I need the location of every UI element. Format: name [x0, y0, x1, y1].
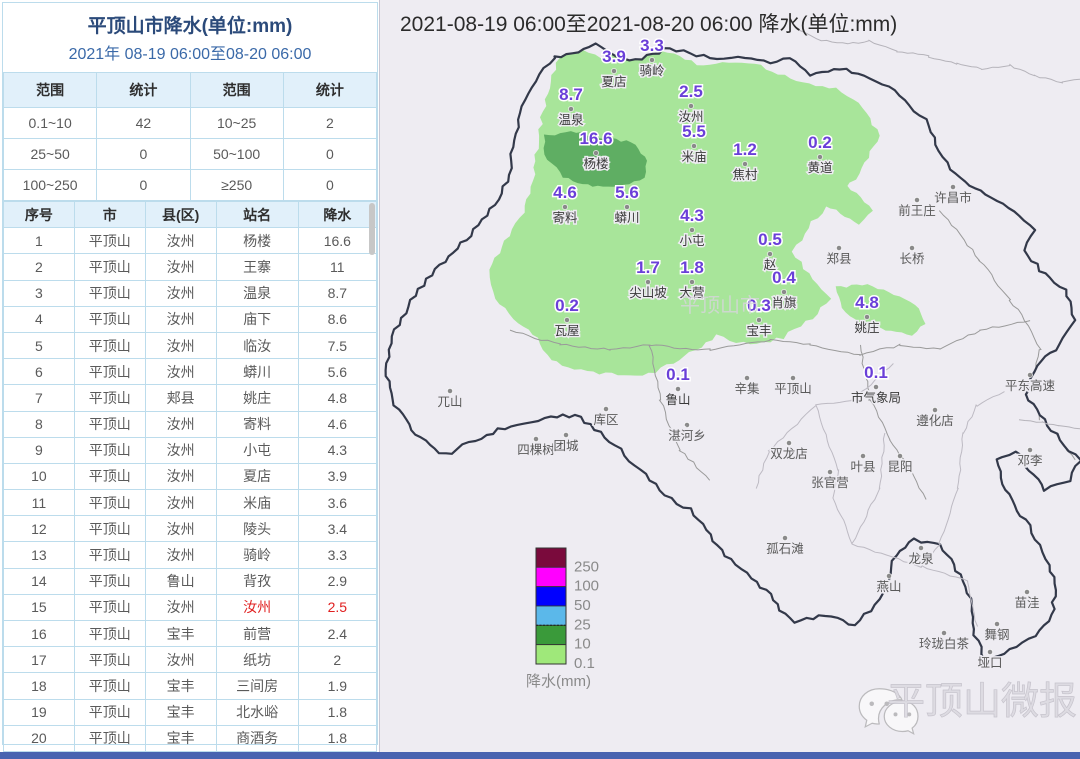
svg-text:垭口: 垭口: [977, 656, 1002, 670]
svg-text:长桥: 长桥: [899, 252, 925, 266]
svg-text:3.9: 3.9: [602, 47, 626, 66]
svg-text:25: 25: [574, 616, 591, 633]
svg-text:0.2: 0.2: [808, 133, 832, 152]
svg-text:黄道: 黄道: [807, 161, 833, 175]
svg-text:降水(mm): 降水(mm): [526, 673, 591, 690]
svg-text:0.4: 0.4: [772, 268, 796, 287]
svg-text:1.2: 1.2: [733, 140, 757, 159]
svg-text:4.8: 4.8: [855, 293, 879, 312]
svg-text:骑岭: 骑岭: [639, 64, 664, 78]
svg-text:50: 50: [574, 597, 591, 614]
svg-text:250: 250: [574, 558, 599, 575]
svg-text:0.1: 0.1: [864, 363, 888, 382]
svg-text:双龙店: 双龙店: [770, 447, 808, 461]
svg-text:辛集: 辛集: [734, 381, 760, 396]
svg-text:寄料: 寄料: [552, 210, 578, 225]
svg-text:夏店: 夏店: [601, 75, 626, 89]
svg-text:米庙: 米庙: [681, 150, 706, 164]
svg-text:平顶山: 平顶山: [774, 382, 812, 396]
svg-text:四棵树: 四棵树: [517, 442, 555, 457]
svg-text:杨楼: 杨楼: [583, 156, 608, 171]
svg-text:前王庄: 前王庄: [898, 203, 936, 218]
svg-text:苗洼: 苗洼: [1014, 596, 1039, 610]
svg-text:1.7: 1.7: [636, 258, 660, 277]
svg-text:2.5: 2.5: [679, 82, 703, 101]
svg-text:小屯: 小屯: [679, 234, 705, 248]
svg-text:10: 10: [574, 636, 591, 653]
svg-text:蟒川: 蟒川: [614, 210, 639, 225]
svg-text:市气象局: 市气象局: [851, 390, 901, 405]
svg-text:库区: 库区: [593, 412, 618, 427]
svg-text:平东高速: 平东高速: [1005, 378, 1056, 393]
svg-text:许昌市: 许昌市: [934, 190, 972, 205]
svg-text:叶县: 叶县: [850, 460, 875, 474]
svg-text:5.6: 5.6: [615, 183, 639, 202]
svg-text:3.3: 3.3: [640, 36, 664, 55]
svg-text:4.3: 4.3: [680, 206, 704, 225]
svg-text:平顶山市: 平顶山市: [680, 294, 760, 317]
svg-text:8.7: 8.7: [559, 85, 583, 104]
svg-text:肖旗: 肖旗: [771, 295, 796, 310]
svg-text:0.1: 0.1: [666, 365, 690, 384]
svg-text:4.6: 4.6: [553, 183, 577, 202]
svg-text:姚庄: 姚庄: [854, 320, 879, 335]
svg-text:宝丰: 宝丰: [746, 324, 771, 338]
svg-text:0.5: 0.5: [758, 230, 782, 249]
svg-text:邓李: 邓李: [1017, 453, 1043, 468]
svg-text:瓦屋: 瓦屋: [554, 324, 579, 338]
svg-text:1.8: 1.8: [680, 258, 704, 277]
svg-text:5.5: 5.5: [682, 122, 706, 141]
svg-text:100: 100: [574, 578, 599, 595]
svg-text:郑县: 郑县: [826, 251, 851, 266]
svg-text:温泉: 温泉: [558, 112, 584, 127]
svg-text:遵化店: 遵化店: [916, 413, 954, 428]
svg-text:玲珑白茶: 玲珑白茶: [919, 636, 970, 651]
svg-text:兀山: 兀山: [437, 395, 462, 409]
svg-text:张官营: 张官营: [811, 475, 849, 490]
svg-text:平顶山微报: 平顶山微报: [887, 681, 1077, 723]
svg-text:焦村: 焦村: [732, 168, 758, 182]
svg-text:舞钢: 舞钢: [984, 628, 1009, 642]
svg-text:0.2: 0.2: [555, 296, 579, 315]
svg-text:孤石滩: 孤石滩: [766, 542, 804, 556]
svg-text:昆阳: 昆阳: [887, 460, 912, 474]
svg-text:燕山: 燕山: [876, 580, 901, 594]
svg-text:鲁山: 鲁山: [665, 393, 690, 407]
svg-text:团城: 团城: [553, 439, 579, 453]
svg-text:尖山坡: 尖山坡: [629, 286, 667, 300]
svg-text:龙泉: 龙泉: [908, 551, 934, 566]
svg-text:0.1: 0.1: [574, 655, 595, 672]
svg-text:湛河乡: 湛河乡: [668, 429, 706, 443]
svg-text:16.6: 16.6: [579, 129, 612, 148]
